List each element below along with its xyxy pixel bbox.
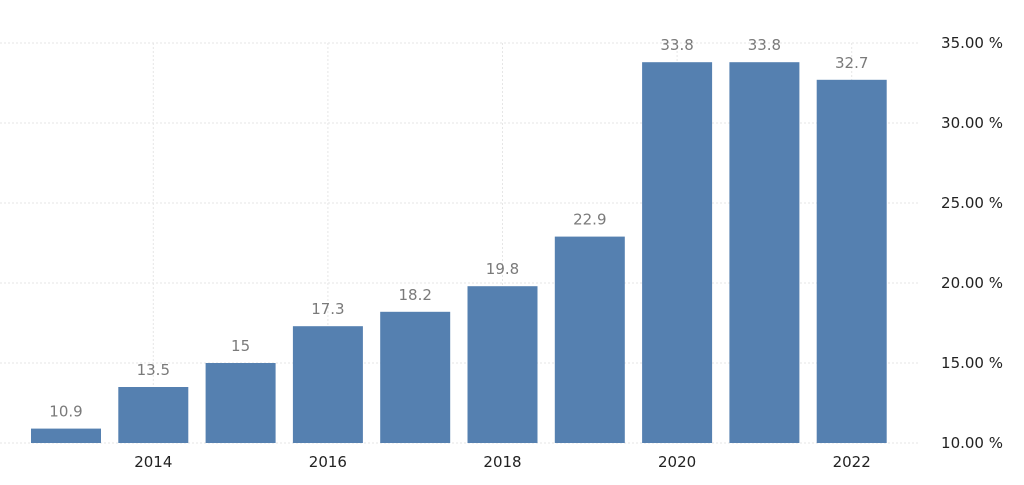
data-label: 33.8 — [660, 36, 693, 54]
data-label: 17.3 — [311, 300, 344, 318]
x-tick-label: 2020 — [658, 453, 696, 471]
data-label: 22.9 — [573, 211, 606, 229]
y-tick-label: 25.00 % — [941, 194, 1003, 212]
data-label: 10.9 — [49, 403, 82, 421]
data-label: 13.5 — [137, 361, 170, 379]
y-axis: 10.00 % 15.00 % 20.00 % 25.00 % 30.00 % 35.00… — [941, 34, 1003, 452]
data-label: 15 — [231, 337, 250, 355]
bar-2015 — [205, 363, 276, 443]
y-tick-label: 10.00 % — [941, 434, 1003, 452]
bar-2017 — [380, 311, 451, 443]
data-label: 19.8 — [486, 260, 519, 278]
x-tick-label: 2018 — [483, 453, 521, 471]
bar-2014 — [118, 387, 189, 443]
bar-2020 — [642, 62, 713, 443]
y-tick-label: 30.00 % — [941, 114, 1003, 132]
bars — [31, 62, 887, 444]
bar-2022 — [816, 79, 887, 444]
x-tick-label: 2022 — [833, 453, 871, 471]
bar-2018 — [467, 286, 538, 443]
bar-2019 — [554, 236, 625, 443]
y-tick-label: 20.00 % — [941, 274, 1003, 292]
data-label: 18.2 — [398, 286, 431, 304]
data-label: 32.7 — [835, 54, 868, 72]
x-axis: 2014 2016 2018 2020 2022 — [134, 453, 871, 471]
y-tick-label: 35.00 % — [941, 34, 1003, 52]
y-tick-label: 15.00 % — [941, 354, 1003, 372]
bar-2013 — [31, 428, 101, 443]
bar-2021 — [729, 62, 800, 443]
data-label: 33.8 — [748, 36, 781, 54]
x-tick-label: 2016 — [309, 453, 347, 471]
bar-2016 — [292, 326, 363, 443]
data-labels: 10.9 13.5 15 17.3 18.2 19.8 22.9 33.8 33.8 32.7 — [49, 36, 868, 420]
x-tick-label: 2014 — [134, 453, 172, 471]
